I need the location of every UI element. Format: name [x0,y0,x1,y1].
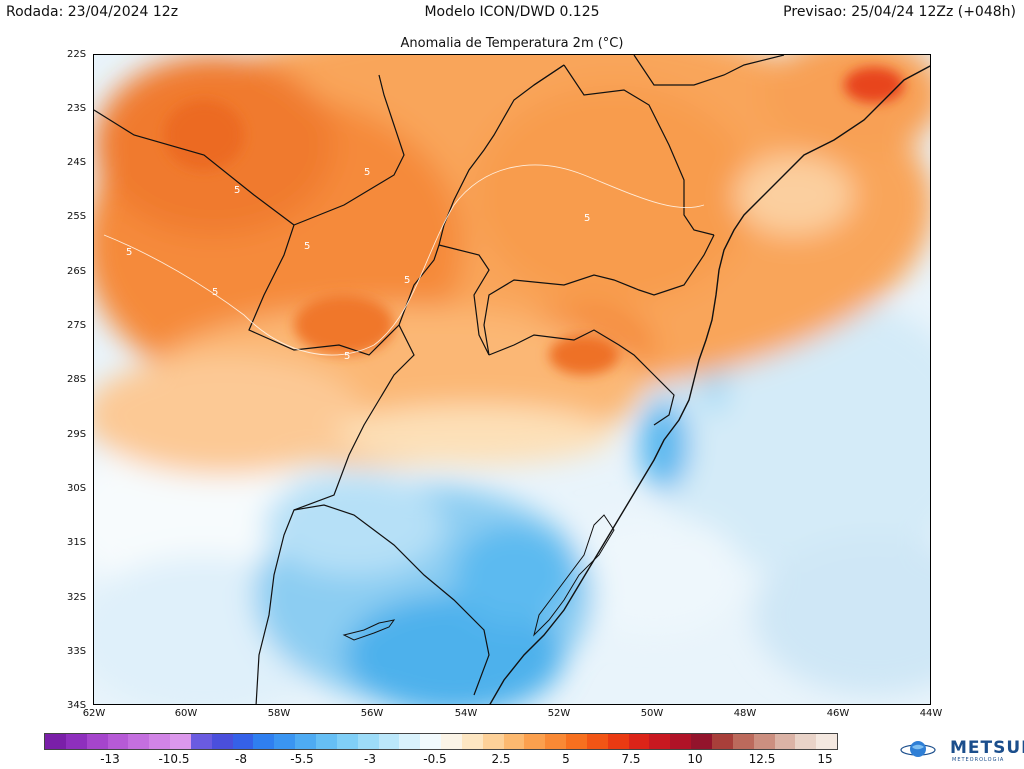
color-scale-label: 7.5 [621,752,641,766]
lat-tick-label: 24S [67,157,87,168]
color-scale-swatch [295,734,316,749]
color-scale-label: 2.5 [491,752,511,766]
brand-name: METSUL [950,738,1024,758]
globe-icon [900,741,936,757]
color-scale-swatch [774,734,796,749]
lon-tick-label: 56W [360,708,384,719]
color-scale-swatch [45,734,66,749]
lat-tick-label: 23S [67,103,87,114]
contour-5 [103,164,705,356]
color-scale-swatch [65,734,87,749]
color-scale-swatch [732,734,754,749]
color-scale-swatch [420,734,442,749]
color-scale-swatch [586,734,608,749]
country-borders [94,55,785,704]
color-scale-label: 10 [687,752,703,766]
color-scale-label: -3 [364,752,376,766]
run-time-label: Rodada: 23/04/2024 12z [6,4,179,20]
contour-label-group: 5 5 5 5 5 5 5 5 [126,167,590,362]
contour-label: 5 [364,167,370,178]
lat-tick-label: 33S [67,646,87,657]
forecast-time-label: Previsao: 25/04/24 12Zz (+048h) [783,4,1016,20]
color-scale-swatch [795,734,817,749]
color-scale-swatch [357,734,379,749]
lon-tick-label: 50W [640,708,664,719]
lon-tick-label: 60W [174,708,198,719]
color-scale-swatch [336,734,358,749]
lagoa-dos-patos [533,514,615,637]
anomaly-field [94,55,930,704]
color-scale-swatch [399,734,421,749]
color-scale-label: -5.5 [290,752,314,766]
lon-tick-label: 48W [733,708,757,719]
color-scale-swatch [691,734,712,749]
contour-label: 5 [126,247,132,258]
lat-tick-label: 26S [67,266,87,277]
lon-tick-label: 54W [454,708,478,719]
lon-tick-label: 52W [547,708,571,719]
color-scale-swatch [649,734,671,749]
contour-label: 5 [344,351,350,362]
color-scale-label: -8 [235,752,247,766]
contour-label: 5 [584,213,590,224]
lon-tick-label: 58W [267,708,291,719]
lon-tick-label: 46W [826,708,850,719]
color-scale-swatch [232,734,254,749]
color-scale-swatch [524,734,546,749]
color-scale-label: -13 [100,752,120,766]
lat-tick-label: 34S [67,700,87,711]
lat-tick-label: 29S [67,429,87,440]
color-scale-swatch [170,734,191,749]
color-scale-label: -10.5 [158,752,190,766]
color-scale-swatch [503,734,525,749]
color-scale-swatch [107,734,129,749]
color-scale-swatch [607,734,629,749]
color-scale-swatch [753,734,775,749]
color-scale-swatch [441,734,462,749]
color-scale-swatch [253,734,275,749]
color-scale-label: -0.5 [423,752,447,766]
brand-tagline: METEOROLOGIA [952,757,1005,763]
lat-tick-label: 27S [67,320,87,331]
contour-label: 5 [304,241,310,252]
color-scale-swatch [315,734,337,749]
lon-tick-label: 62W [82,708,106,719]
lat-tick-label: 30S [67,483,87,494]
temperature-anomaly-map: 5 5 5 5 5 5 5 5 [93,54,931,705]
contour-label: 5 [404,275,410,286]
lat-tick-label: 22S [67,49,87,60]
color-scale-swatch [86,734,108,749]
color-scale-swatch [461,734,483,749]
color-scale-label: 15 [817,752,833,766]
lat-tick-label: 31S [67,537,87,548]
color-scale-swatch [274,734,296,749]
contour-label: 5 [212,287,218,298]
color-scale-swatch [190,734,212,749]
river-estuary [342,619,396,641]
color-scale-swatch [211,734,233,749]
lat-tick-label: 25S [67,211,87,222]
color-scale-label: 5 [562,752,570,766]
coastline [489,65,930,704]
lon-tick-label: 44W [919,708,943,719]
color-scale-swatch [628,734,650,749]
contour-label: 5 [234,185,240,196]
model-label: Modelo ICON/DWD 0.125 [424,4,600,20]
color-scale-swatch [566,734,587,749]
color-scale-swatch [128,734,150,749]
color-scale-swatch [712,734,733,749]
map-title: Anomalia de Temperatura 2m (°C) [400,36,624,51]
lat-tick-label: 32S [67,592,87,603]
color-scale-label: 12.5 [748,752,776,766]
color-scale-swatch [545,734,567,749]
color-scale-swatch [378,734,400,749]
color-scale-swatch [816,734,838,749]
color-scale-swatch [670,734,692,749]
metsul-logo: METSUL METEOROLOGIA [900,736,1024,764]
lat-tick-label: 28S [67,374,87,385]
color-scale-swatch [149,734,171,749]
color-scale-swatch [482,734,504,749]
color-scale-bar [44,733,838,750]
